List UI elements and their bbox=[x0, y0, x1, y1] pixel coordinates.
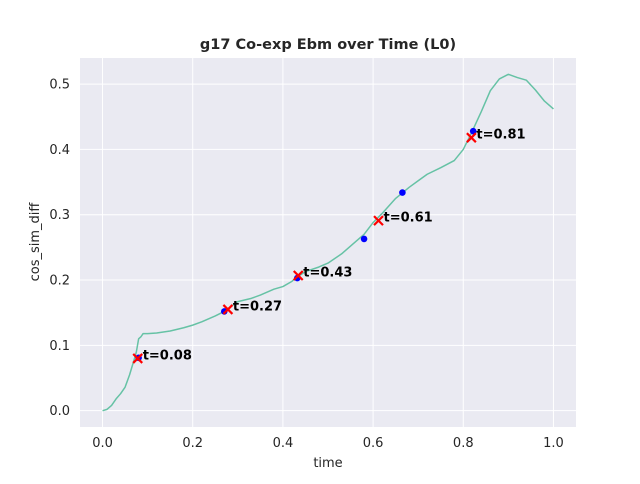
x-tick-label: 0.6 bbox=[363, 436, 384, 451]
dot-marker bbox=[220, 308, 228, 315]
marker-layer: t=0.08 t=0.27 t=0.43 t=0.61 t=0.81 bbox=[132, 128, 526, 364]
x-tick-label: 1.0 bbox=[543, 436, 564, 451]
annotation-label: t=0.43 bbox=[303, 265, 352, 280]
y-tick-label: 0.0 bbox=[49, 404, 70, 419]
chart-title: g17 Co-exp Ebm over Time (L0) bbox=[200, 37, 456, 53]
y-tick-label: 0.5 bbox=[49, 78, 70, 93]
annotation-label: t=0.27 bbox=[233, 299, 282, 314]
y-tick-label: 0.4 bbox=[49, 143, 70, 158]
dot-marker bbox=[399, 189, 406, 196]
y-axis-label: cos_sim_diff bbox=[28, 202, 43, 282]
cross-marker bbox=[132, 353, 143, 364]
y-tick-label: 0.3 bbox=[49, 208, 70, 223]
cross-marker bbox=[292, 270, 304, 281]
annotation-label: t=0.81 bbox=[476, 128, 525, 143]
cross-marker bbox=[222, 304, 234, 315]
cross-marker bbox=[466, 132, 477, 143]
annotation-label: t=0.61 bbox=[384, 211, 433, 226]
x-tick-label: 0.8 bbox=[453, 436, 474, 451]
plot-area bbox=[80, 58, 576, 427]
cross-marker bbox=[373, 215, 384, 226]
x-tick-label: 0.2 bbox=[182, 436, 203, 451]
y-tick-label: 0.1 bbox=[49, 339, 70, 354]
x-tick-label: 0.4 bbox=[273, 436, 294, 451]
grid bbox=[80, 58, 576, 427]
annotation-label: t=0.08 bbox=[143, 348, 192, 363]
tick-labels: 0.0 0.2 0.4 0.6 0.8 1.0 0.0 0.1 0.2 0.3 0.4 0.5 bbox=[49, 78, 563, 451]
y-tick-label: 0.2 bbox=[49, 274, 70, 289]
dot-marker bbox=[360, 235, 368, 243]
x-axis-label: time bbox=[313, 456, 342, 471]
x-tick-label: 0.0 bbox=[92, 436, 113, 451]
